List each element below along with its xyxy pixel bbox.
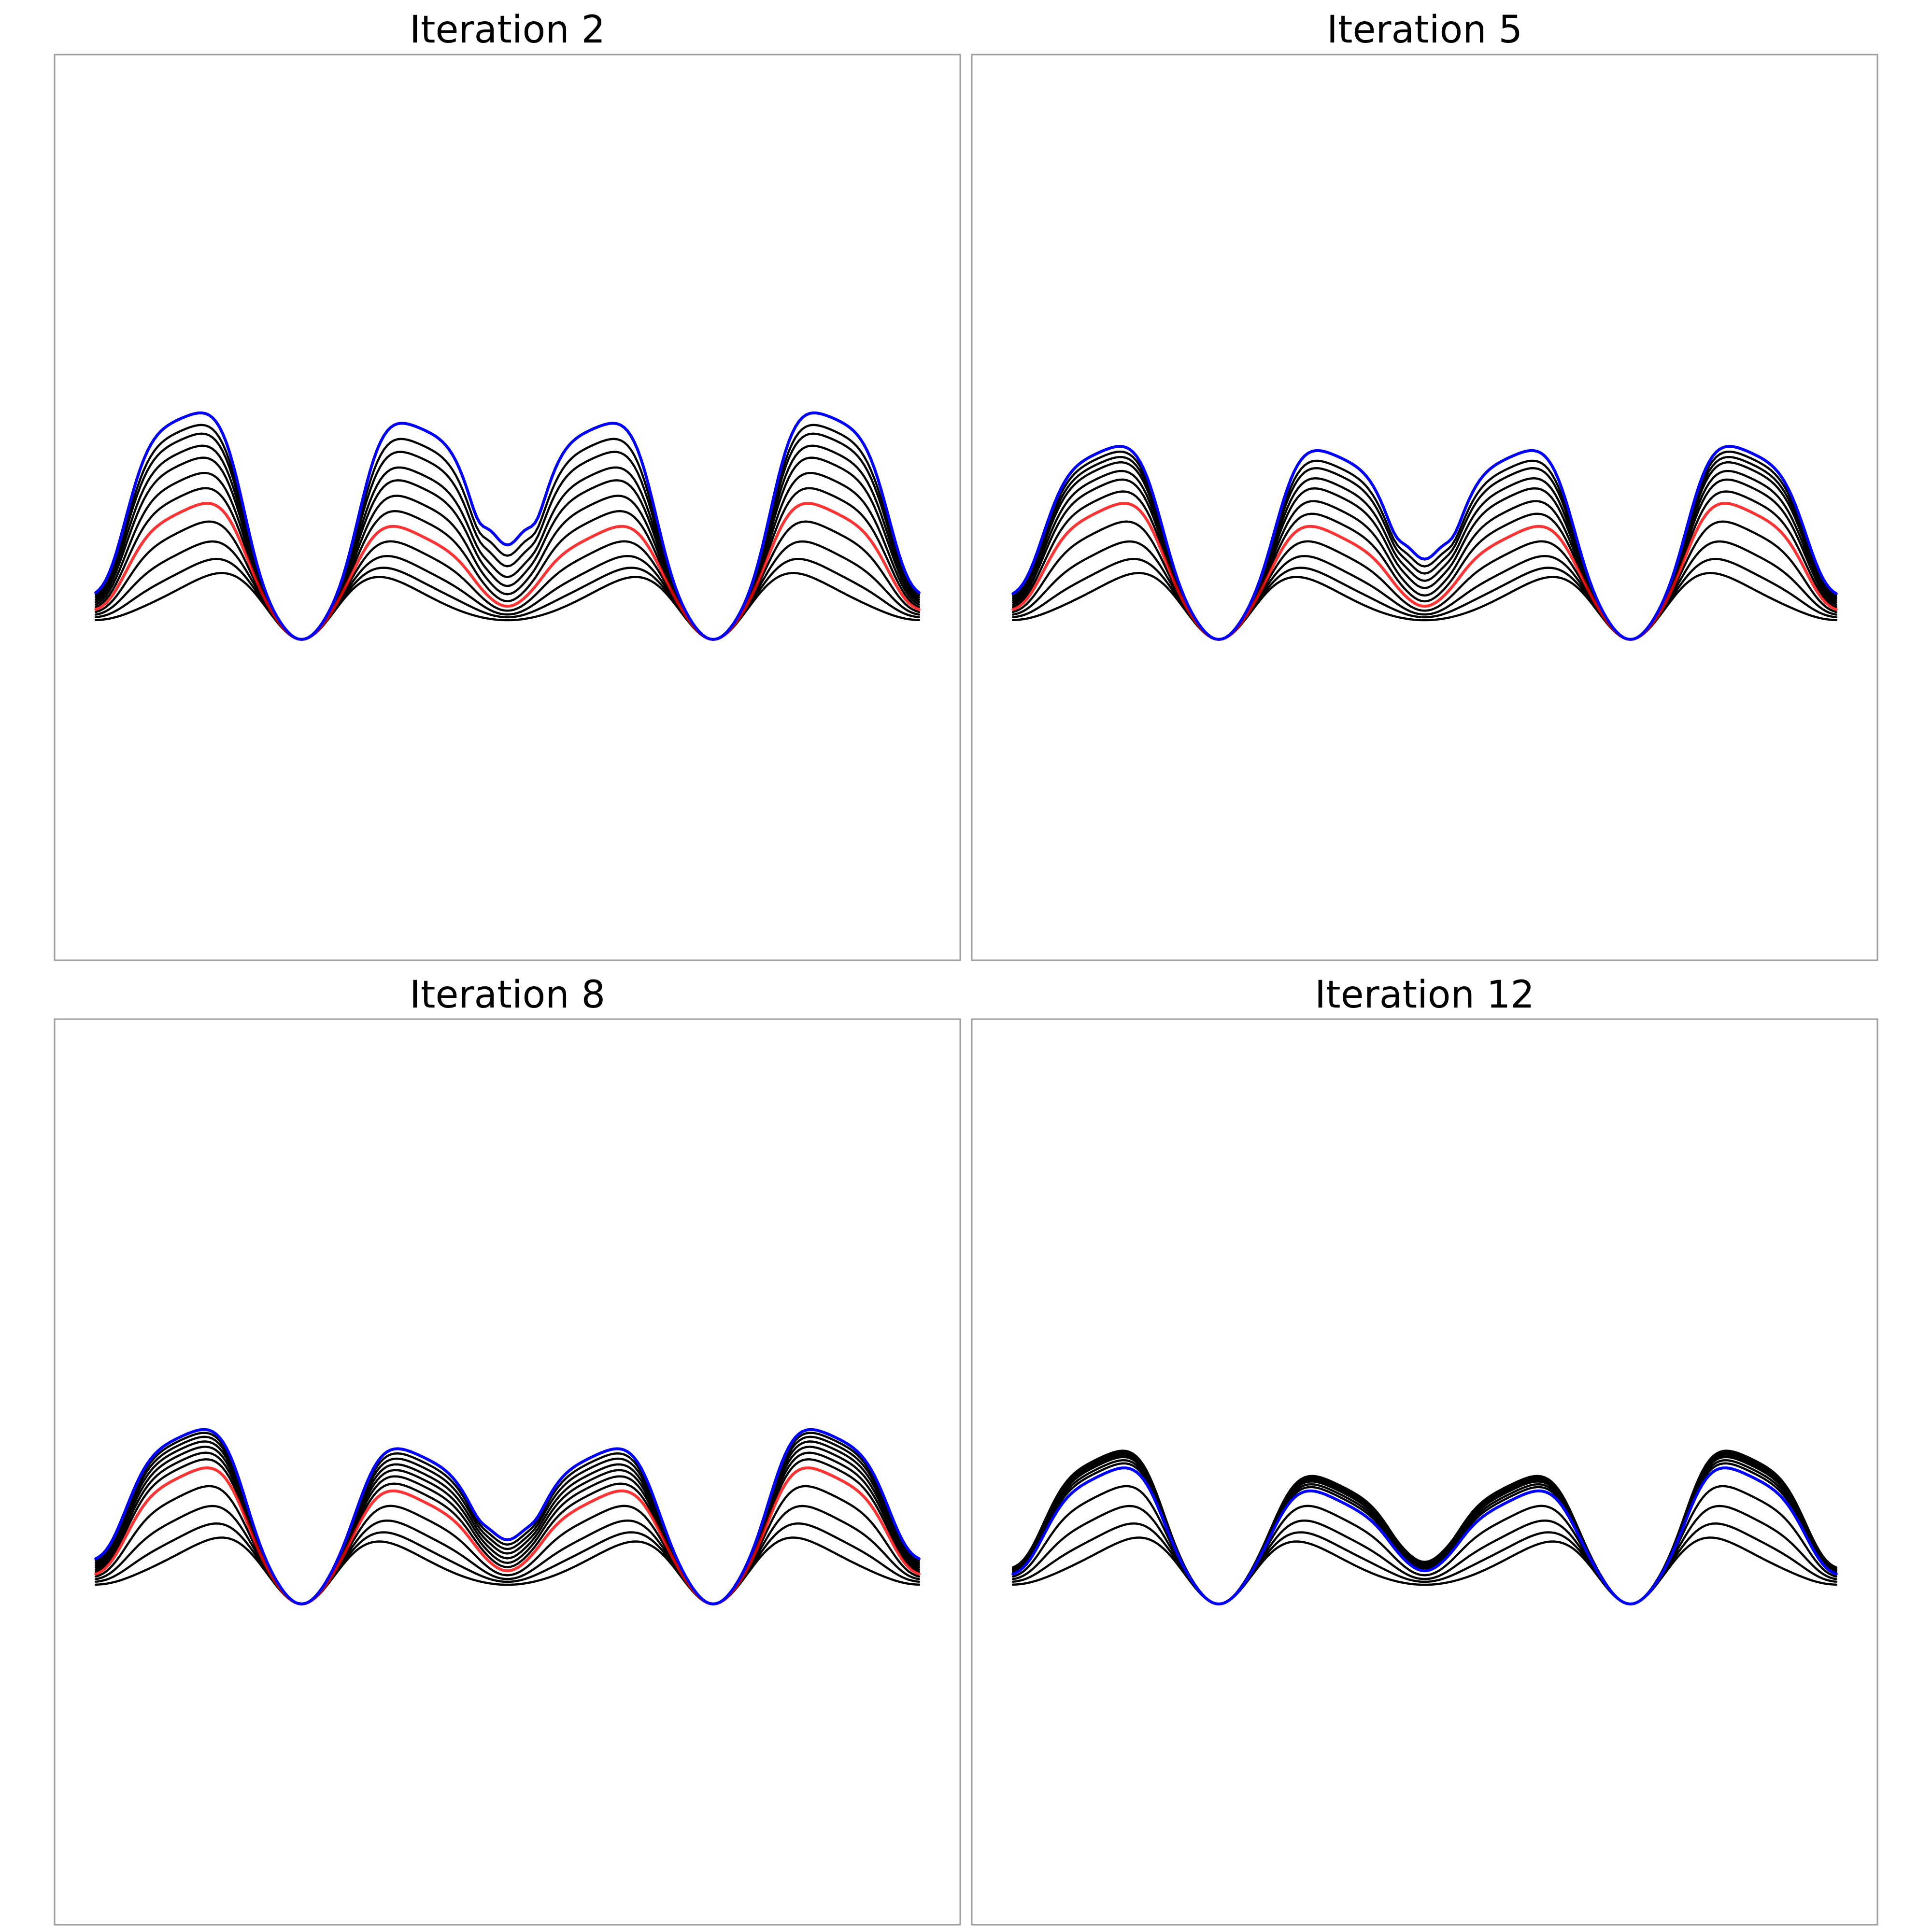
fixed-curve-2 [1011, 540, 1838, 641]
fixed-curve-0 [1011, 1536, 1838, 1605]
fixed-curve-0 [94, 1536, 921, 1605]
fixed-curve-7 [94, 456, 921, 641]
plot-frame [971, 1018, 1878, 1926]
panel-1: Iteration 2 [54, 8, 961, 961]
panel-title: Iteration 8 [410, 973, 605, 1017]
current-curve-11 [94, 411, 921, 641]
fixed-curve-2 [94, 540, 921, 641]
fixed-curve-7 [94, 1446, 921, 1605]
fixed-curve-7 [1011, 469, 1838, 641]
fixed-curve-10 [1011, 1449, 1838, 1605]
fixed-curve-0 [94, 572, 921, 641]
fixed-curve-1 [1011, 1522, 1838, 1605]
fixed-curve-9 [94, 432, 921, 641]
fixed-curve-8 [1011, 461, 1838, 641]
panel-title: Iteration 5 [1327, 8, 1522, 52]
fixed-curve-1 [94, 1522, 921, 1605]
panel-4: Iteration 12 [971, 973, 1878, 1926]
fixed-curve-9 [1011, 455, 1838, 641]
fixed-curve-2 [94, 1505, 921, 1605]
reference-curve-4 [94, 1466, 921, 1605]
plot-frame [54, 54, 961, 961]
reference-curve-4 [1011, 502, 1838, 641]
panel-title: Iteration 2 [410, 8, 605, 52]
fixed-curve-6 [94, 1451, 921, 1605]
plot-frame [54, 1018, 961, 1926]
reference-curve-4 [94, 502, 921, 641]
fixed-curve-0 [1011, 572, 1838, 641]
fixed-curve-5 [1011, 490, 1838, 641]
fixed-curve-6 [94, 471, 921, 641]
fixed-curve-3 [1011, 520, 1838, 641]
current-curve-11 [1011, 445, 1838, 641]
fixed-curve-6 [1011, 478, 1838, 641]
plot-frame [971, 54, 1878, 961]
fixed-curve-5 [94, 487, 921, 641]
panel-title: Iteration 12 [1315, 973, 1534, 1017]
fixed-curve-8 [94, 1440, 921, 1605]
current-curve-11 [94, 1428, 921, 1605]
fixed-curve-5 [94, 1458, 921, 1605]
fixed-curve-2 [1011, 1505, 1838, 1605]
panel-2: Iteration 5 [971, 8, 1878, 961]
panel-3: Iteration 8 [54, 973, 961, 1926]
fixed-curve-8 [94, 444, 921, 641]
fixed-curve-3 [94, 520, 921, 641]
fixed-curve-3 [1011, 1485, 1838, 1605]
fixed-curve-10 [94, 424, 921, 641]
fixed-curve-1 [1011, 557, 1838, 641]
fixed-curve-1 [94, 557, 921, 641]
current-curve-11 [1011, 1466, 1838, 1605]
fixed-curve-3 [94, 1485, 921, 1605]
